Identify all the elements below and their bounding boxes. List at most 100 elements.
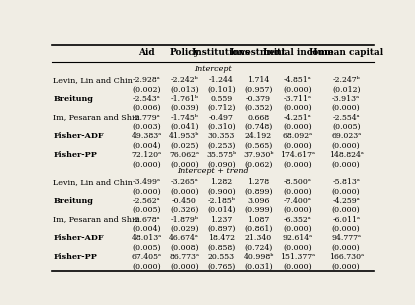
Text: 46.674ᵃ: 46.674ᵃ	[169, 234, 199, 242]
Text: -2.928ᵃ: -2.928ᵃ	[133, 76, 161, 84]
Text: -2.779ᵃ: -2.779ᵃ	[133, 114, 161, 122]
Text: -3.265ᵃ: -3.265ᵃ	[170, 178, 198, 186]
Text: 0.668: 0.668	[247, 114, 270, 122]
Text: (0.000): (0.000)	[283, 225, 312, 233]
Text: 48.013ᵃ: 48.013ᵃ	[132, 234, 162, 242]
Text: (0.253): (0.253)	[207, 142, 235, 150]
Text: Intercept: Intercept	[194, 65, 232, 73]
Text: (0.090): (0.090)	[207, 161, 236, 169]
Text: -2.678ᵃ: -2.678ᵃ	[133, 216, 161, 224]
Text: (0.025): (0.025)	[170, 142, 198, 150]
Text: 37.930ᵇ: 37.930ᵇ	[243, 151, 274, 159]
Text: Investment: Investment	[230, 48, 287, 57]
Text: -1.745ᵇ: -1.745ᵇ	[170, 114, 198, 122]
Text: -2.247ᵇ: -2.247ᵇ	[332, 76, 360, 84]
Text: 0.559: 0.559	[210, 95, 232, 103]
Text: (0.004): (0.004)	[132, 225, 161, 233]
Text: -3.499ᵃ: -3.499ᵃ	[133, 178, 161, 186]
Text: (0.352): (0.352)	[244, 104, 273, 112]
Text: (0.031): (0.031)	[244, 263, 273, 271]
Text: -1.761ᵇ: -1.761ᵇ	[170, 95, 198, 103]
Text: (0.041): (0.041)	[170, 123, 198, 131]
Text: -5.813ᵃ: -5.813ᵃ	[332, 178, 360, 186]
Text: Initial income: Initial income	[263, 48, 333, 57]
Text: (0.004): (0.004)	[132, 142, 161, 150]
Text: (0.712): (0.712)	[207, 104, 235, 112]
Text: 1.237: 1.237	[210, 216, 232, 224]
Text: -2.185ᵇ: -2.185ᵇ	[207, 197, 235, 205]
Text: -4.259ᵃ: -4.259ᵃ	[332, 197, 360, 205]
Text: (0.748): (0.748)	[244, 123, 273, 131]
Text: (0.858): (0.858)	[207, 244, 235, 252]
Text: 174.617ᵃ: 174.617ᵃ	[281, 151, 315, 159]
Text: -6.352ᵃ: -6.352ᵃ	[284, 216, 312, 224]
Text: Fisher-PP: Fisher-PP	[53, 253, 97, 261]
Text: 1.714: 1.714	[247, 76, 270, 84]
Text: (0.897): (0.897)	[207, 225, 235, 233]
Text: (0.000): (0.000)	[283, 142, 312, 150]
Text: (0.003): (0.003)	[132, 123, 161, 131]
Text: 148.824ᵃ: 148.824ᵃ	[329, 151, 364, 159]
Text: (0.000): (0.000)	[283, 161, 312, 169]
Text: 24.192: 24.192	[245, 132, 272, 140]
Text: Fisher-ADF: Fisher-ADF	[53, 132, 104, 140]
Text: -1.244: -1.244	[209, 76, 234, 84]
Text: (0.724): (0.724)	[244, 244, 273, 252]
Text: (0.861): (0.861)	[244, 225, 273, 233]
Text: -3.711ᵃ: -3.711ᵃ	[284, 95, 312, 103]
Text: (0.565): (0.565)	[244, 142, 273, 150]
Text: (0.000): (0.000)	[283, 85, 312, 93]
Text: (0.000): (0.000)	[332, 225, 361, 233]
Text: Levin, Lin and Chin: Levin, Lin and Chin	[53, 178, 133, 186]
Text: (0.012): (0.012)	[332, 85, 360, 93]
Text: Aid: Aid	[139, 48, 155, 57]
Text: (0.000): (0.000)	[332, 161, 361, 169]
Text: (0.005): (0.005)	[132, 244, 161, 252]
Text: Im, Pesaran and Shin: Im, Pesaran and Shin	[53, 114, 140, 122]
Text: 35.575ᵇ: 35.575ᵇ	[206, 151, 236, 159]
Text: (0.008): (0.008)	[170, 244, 198, 252]
Text: (0.000): (0.000)	[283, 123, 312, 131]
Text: (0.000): (0.000)	[132, 263, 161, 271]
Text: (0.000): (0.000)	[283, 206, 312, 214]
Text: -7.400ᵃ: -7.400ᵃ	[284, 197, 312, 205]
Text: 49.383ᵃ: 49.383ᵃ	[132, 132, 162, 140]
Text: (0.000): (0.000)	[170, 187, 198, 196]
Text: Fisher-ADF: Fisher-ADF	[53, 234, 104, 242]
Text: -4.251ᵃ: -4.251ᵃ	[284, 114, 312, 122]
Text: (0.000): (0.000)	[332, 104, 361, 112]
Text: 21.340: 21.340	[245, 234, 272, 242]
Text: (0.899): (0.899)	[244, 187, 273, 196]
Text: (0.326): (0.326)	[170, 206, 198, 214]
Text: Fisher-PP: Fisher-PP	[53, 151, 97, 159]
Text: (0.000): (0.000)	[332, 244, 361, 252]
Text: Institutions: Institutions	[192, 48, 251, 57]
Text: (0.000): (0.000)	[332, 187, 361, 196]
Text: 94.777ᵃ: 94.777ᵃ	[331, 234, 361, 242]
Text: 40.998ᵇ: 40.998ᵇ	[243, 253, 274, 261]
Text: Human capital: Human capital	[309, 48, 383, 57]
Text: (0.900): (0.900)	[207, 187, 236, 196]
Text: (0.101): (0.101)	[207, 85, 236, 93]
Text: -2.554ᵃ: -2.554ᵃ	[332, 114, 360, 122]
Text: (0.000): (0.000)	[132, 187, 161, 196]
Text: -0.497: -0.497	[209, 114, 234, 122]
Text: (0.006): (0.006)	[132, 104, 161, 112]
Text: -0.379: -0.379	[246, 95, 271, 103]
Text: (0.765): (0.765)	[207, 263, 235, 271]
Text: 151.377ᵃ: 151.377ᵃ	[281, 253, 315, 261]
Text: 76.062ᵃ: 76.062ᵃ	[169, 151, 199, 159]
Text: (0.000): (0.000)	[132, 161, 161, 169]
Text: 20.553: 20.553	[208, 253, 235, 261]
Text: -6.011ᵃ: -6.011ᵃ	[332, 216, 360, 224]
Text: 86.773ᵃ: 86.773ᵃ	[169, 253, 199, 261]
Text: 1.282: 1.282	[210, 178, 232, 186]
Text: (0.000): (0.000)	[283, 187, 312, 196]
Text: (0.000): (0.000)	[332, 206, 361, 214]
Text: 68.092ᵃ: 68.092ᵃ	[283, 132, 313, 140]
Text: 41.953ᵇ: 41.953ᵇ	[169, 132, 200, 140]
Text: (0.957): (0.957)	[244, 85, 273, 93]
Text: -2.562ᵃ: -2.562ᵃ	[133, 197, 161, 205]
Text: (0.000): (0.000)	[283, 104, 312, 112]
Text: (0.999): (0.999)	[244, 206, 273, 214]
